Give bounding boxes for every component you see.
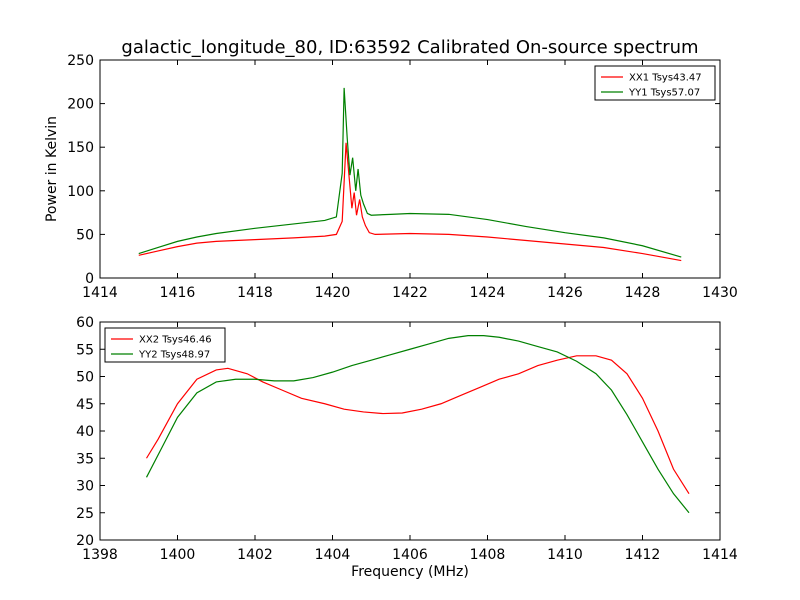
top-y-tick-label: 100: [67, 184, 94, 200]
bottom-x-tick-label: 1402: [237, 547, 273, 563]
bottom-x-tick-label: 1398: [82, 547, 118, 563]
bottom-y-tick-label: 60: [76, 315, 94, 331]
top-x-tick-label: 1426: [547, 285, 583, 301]
top-series-line-2: [138, 87, 682, 258]
top-x-tick-label: 1424: [470, 285, 506, 301]
bottom-series-line-2: [145, 335, 690, 514]
top-series-line-1: [138, 142, 682, 262]
top-y-tick-label: 50: [76, 227, 94, 243]
top-legend-label-1: XX1 Tsys43.47: [629, 73, 702, 84]
chart-title: galactic_longitude_80, ID:63592 Calibrat…: [121, 37, 698, 58]
bottom-y-tick-label: 45: [76, 397, 94, 413]
bottom-y-tick-label: 35: [76, 451, 94, 467]
bottom-y-tick-label: 25: [76, 506, 94, 522]
plot-top: 1414 1416 1418 1420 1422 1424 1426 1428 1430 0 50 1…: [44, 53, 738, 301]
bottom-x-tick-label: 1412: [625, 547, 661, 563]
bottom-y-tick-label: 20: [76, 533, 94, 549]
bottom-x-tick-label: 1400: [160, 547, 196, 563]
top-x-tick-label: 1416: [160, 285, 196, 301]
bottom-y-tick-label: 50: [76, 370, 94, 386]
top-y-tick-label: 0: [85, 271, 94, 287]
top-legend-box: [594, 65, 716, 101]
bottom-x-tick-label: 1406: [392, 547, 428, 563]
bottom-x-tick-label: 1414: [702, 547, 738, 563]
plot-bottom: 1398 1400 1402 1404 1406 1408 1410 1412 1414 20 25…: [76, 315, 738, 580]
top-y-tick-label: 200: [67, 97, 94, 113]
bottom-y-tick-label: 30: [76, 479, 94, 495]
top-x-tick-label: 1428: [625, 285, 661, 301]
top-x-tick-label: 1414: [82, 285, 118, 301]
top-y-tick-label: 150: [67, 140, 94, 156]
bottom-x-tick-label: 1404: [315, 547, 351, 563]
bottom-legend-label-2: YY2 Tsys48.97: [138, 350, 210, 361]
top-y-tick-label: 250: [67, 53, 94, 69]
bottom-series-line-1: [145, 355, 690, 495]
top-legend-label-2: YY1 Tsys57.07: [628, 88, 700, 99]
bottom-legend-box: [104, 327, 226, 363]
bottom-y-tick-label: 40: [76, 424, 94, 440]
top-legend: XX1 Tsys43.47 YY1 Tsys57.07: [594, 65, 716, 101]
top-x-tick-label: 1430: [702, 285, 738, 301]
top-x-tick-label: 1418: [237, 285, 273, 301]
bottom-x-tick-label: 1408: [470, 547, 506, 563]
bottom-x-tick-label: 1410: [547, 547, 583, 563]
top-x-tick-label: 1420: [315, 285, 351, 301]
top-x-tick-label: 1422: [392, 285, 428, 301]
bottom-legend: XX2 Tsys46.46 YY2 Tsys48.97: [104, 327, 226, 363]
bottom-y-tick-label: 55: [76, 342, 94, 358]
bottom-legend-label-1: XX2 Tsys46.46: [139, 335, 212, 346]
bottom-x-axis-label: Frequency (MHz): [351, 564, 469, 580]
top-y-axis-label: Power in Kelvin: [44, 116, 60, 222]
